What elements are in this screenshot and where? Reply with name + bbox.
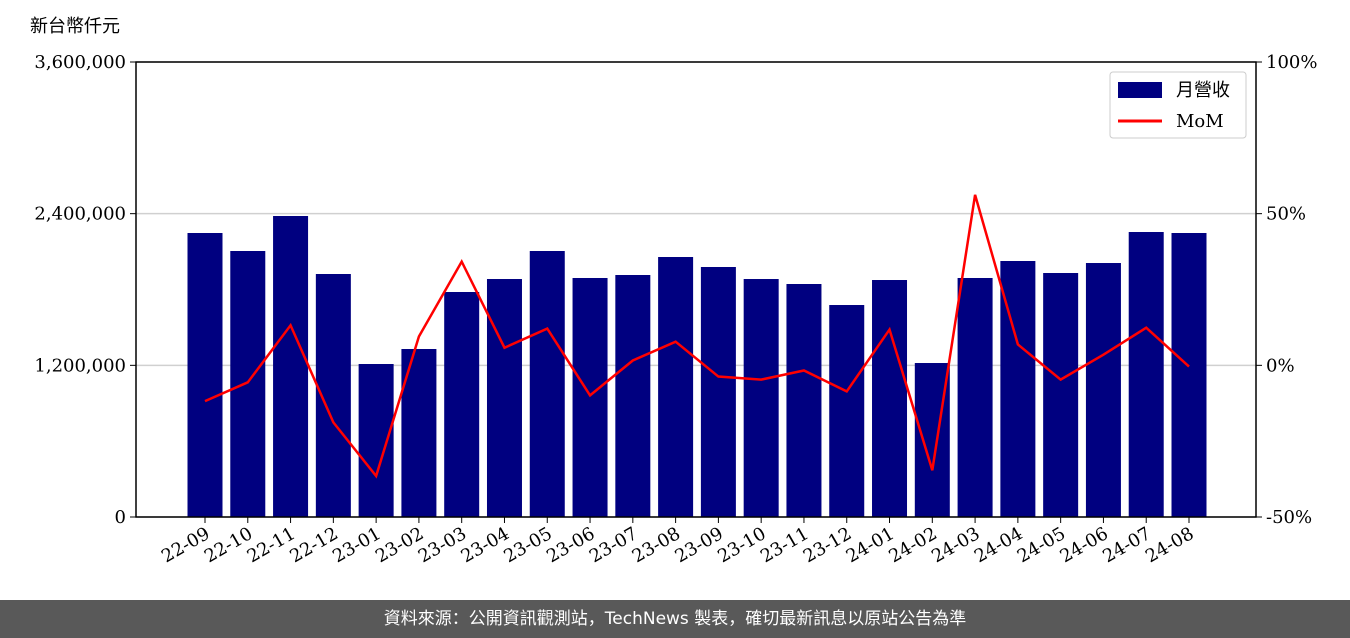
bar xyxy=(743,279,779,517)
bar xyxy=(572,277,608,517)
x-tick-label: 23-05 xyxy=(500,523,555,567)
bar xyxy=(486,279,522,517)
bar xyxy=(273,216,309,517)
bar xyxy=(957,277,993,517)
legend-label: 月營收 xyxy=(1176,80,1230,101)
y-tick-label: 3,600,000 xyxy=(34,52,126,73)
x-tick-label: 24-03 xyxy=(928,523,983,567)
bar xyxy=(1171,233,1207,518)
x-tick-label: 22-11 xyxy=(244,523,299,567)
bar xyxy=(529,251,565,517)
x-tick-label: 23-08 xyxy=(629,523,684,567)
y2-tick-label: -50% xyxy=(1266,507,1312,528)
x-tick-label: 23-07 xyxy=(586,523,641,567)
bar xyxy=(1043,273,1079,517)
bar xyxy=(230,251,266,517)
x-tick-label: 24-04 xyxy=(971,523,1026,567)
x-tick-label: 23-03 xyxy=(415,523,470,567)
y-tick-label: 2,400,000 xyxy=(34,204,126,225)
x-tick-label: 22-09 xyxy=(158,523,213,567)
bar xyxy=(1128,232,1164,518)
x-tick-label: 23-11 xyxy=(757,523,812,567)
bar xyxy=(829,305,865,517)
x-tick-label: 24-06 xyxy=(1056,523,1111,567)
x-tick-label: 23-02 xyxy=(372,523,427,567)
y2-tick-label: 0% xyxy=(1266,355,1295,376)
x-tick-label: 24-07 xyxy=(1099,523,1154,567)
bar xyxy=(358,364,394,517)
bar xyxy=(1085,263,1121,517)
x-tick-label: 22-10 xyxy=(201,523,256,567)
x-tick-label: 24-02 xyxy=(885,523,940,567)
x-tick-label: 23-12 xyxy=(800,523,855,567)
x-tick-label: 23-10 xyxy=(714,523,769,567)
chart: 新台幣仟元 0 1,200,000 2,400,000 3,600,000 -50% 0%… xyxy=(30,16,1317,567)
y-tick-label: 0 xyxy=(115,507,126,528)
bar xyxy=(872,280,908,517)
bar xyxy=(700,267,736,517)
x-tick-label: 24-08 xyxy=(1142,523,1197,567)
plot-frame xyxy=(135,61,1257,518)
y-axis-label: 新台幣仟元 xyxy=(30,16,120,37)
legend-swatch xyxy=(1118,82,1162,98)
y-tick-label: 1,200,000 xyxy=(34,355,126,376)
x-tick-label: 22-12 xyxy=(286,523,341,567)
x-tick-label: 23-06 xyxy=(543,523,598,567)
y2-tick-label: 100% xyxy=(1266,52,1317,73)
footer: 資料來源：公開資訊觀測站，TechNews 製表，確切最新訊息以原站公告為準 xyxy=(0,600,1350,638)
bar xyxy=(786,284,822,517)
bar xyxy=(615,275,651,517)
line xyxy=(204,194,1190,479)
x-tick-label: 24-05 xyxy=(1014,523,1069,567)
bar xyxy=(444,292,480,517)
y2-tick-label: 50% xyxy=(1266,204,1306,225)
legend-label: MoM xyxy=(1176,111,1224,132)
x-tick-label: 23-04 xyxy=(458,523,513,567)
bar xyxy=(658,257,694,517)
x-tick-label: 23-01 xyxy=(329,523,384,567)
bar xyxy=(187,233,223,518)
x-tick-label: 23-09 xyxy=(671,523,726,567)
x-tick-label: 24-01 xyxy=(843,523,898,567)
